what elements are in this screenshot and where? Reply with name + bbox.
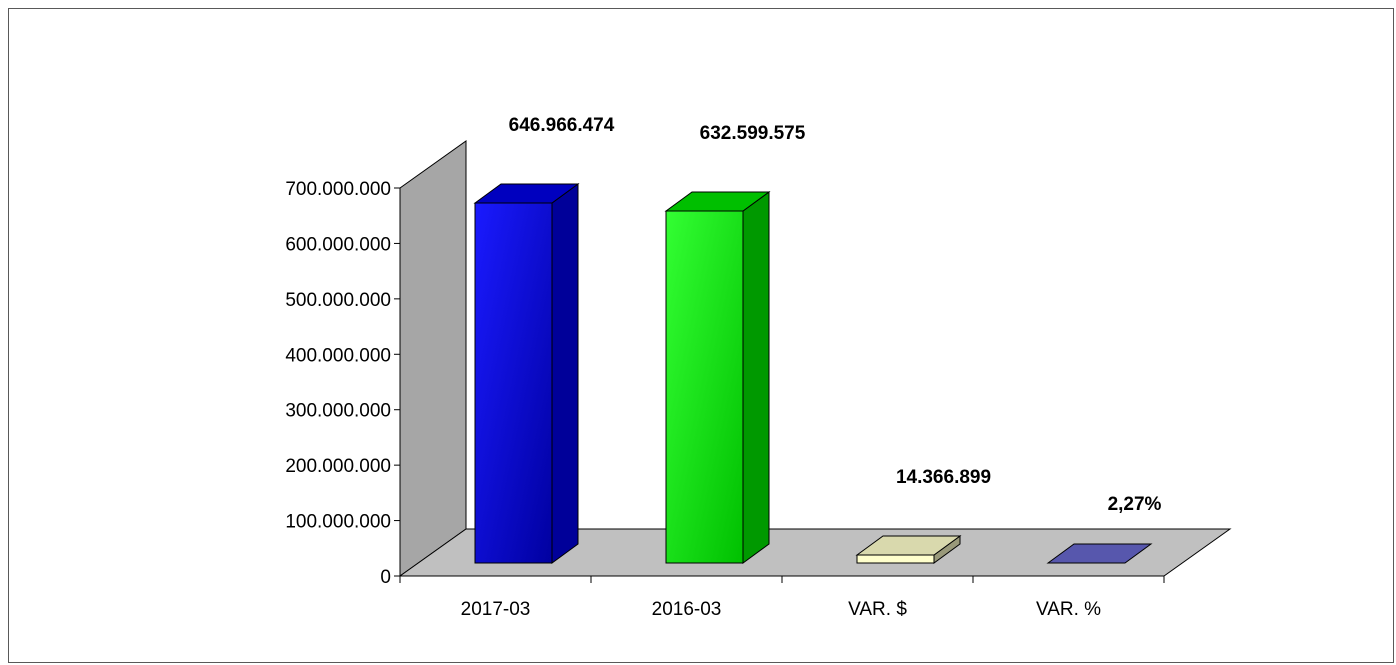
bar-top	[664, 191, 771, 212]
y-tick-label: 0	[380, 567, 391, 588]
y-tick-label: 500.000.000	[285, 290, 391, 311]
data-label: 2,27%	[1108, 494, 1162, 515]
y-tick-label: 400.000.000	[285, 345, 391, 366]
x-tick-label: 2016-03	[652, 599, 722, 620]
bar	[473, 183, 580, 564]
bar-top	[1046, 543, 1153, 564]
data-label: 646.966.474	[509, 115, 615, 136]
bar-front	[474, 202, 553, 564]
data-label: 632.599.575	[700, 123, 806, 144]
bar-side	[742, 191, 770, 564]
x-tick-label: VAR. $	[848, 599, 907, 620]
bar-top	[473, 183, 580, 204]
x-tick-label: VAR. %	[1036, 599, 1101, 620]
x-tick-label: 2017-03	[461, 599, 531, 620]
bar	[664, 191, 771, 564]
y-tick-label: 300.000.000	[285, 401, 391, 422]
data-label: 14.366.899	[896, 467, 991, 488]
bar-front	[856, 554, 935, 564]
y-tick-label: 600.000.000	[285, 234, 391, 255]
bar-front	[665, 210, 744, 564]
y-tick-label: 100.000.000	[285, 512, 391, 533]
y-tick-label: 200.000.000	[285, 456, 391, 477]
bar	[1046, 543, 1153, 564]
chart-back-wall	[399, 140, 467, 577]
bar-side	[551, 183, 579, 564]
y-tick-label: 700.000.000	[285, 179, 391, 200]
bar	[855, 535, 962, 564]
bar-top	[855, 535, 962, 556]
